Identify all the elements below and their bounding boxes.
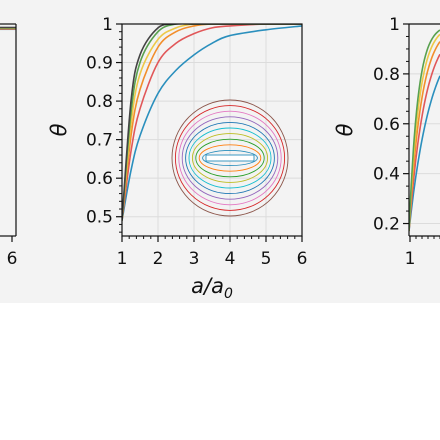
middle-x-tick-label-0: 1 [117,249,128,269]
middle-grid [121,23,303,236]
middle-series-line-1 [122,24,302,221]
x-axis-label-main: a/a [191,274,224,298]
inset-slit [205,154,255,162]
middle-ticks: 1 2 3 4 5 6 0.5 0.6 0.7 0.8 0.9 1 [86,15,307,269]
inset-contour-2 [178,110,282,206]
right-y-tick-label-0: 0.2 [373,215,400,235]
right-series-line-1 [409,53,440,232]
middle-series-line-4 [122,24,302,221]
right-grid [409,23,440,225]
inset-contour-5 [188,127,272,189]
inset-diagram [171,99,289,217]
middle-y-tick-label-3: 0.8 [86,92,113,112]
inset-contour-9 [202,149,258,167]
middle-series-group [122,24,302,221]
middle-series-line-2 [122,24,302,221]
middle-x-tick-label-2: 3 [189,249,200,269]
figure-svg: 6 1 2 3 4 5 60.50.60.70.80.91 θ a/a0 0.20.40.… [0,15,440,302]
inset-contour-7 [195,138,265,178]
middle-y-tick-label-1: 0.6 [86,169,113,189]
right-ticks: 0.2 0.4 0.6 0.8 1 1 [373,15,440,269]
left-series-group [0,26,16,31]
right-series-line-2 [409,41,440,232]
middle-y-tick-label-4: 0.9 [86,54,113,74]
figure: 6 1 2 3 4 5 6 0.5 0.6 0.7 0.8 0.9 1 θ a/a0 0.2 0.4 0.… [0,0,440,303]
inset-contour-0 [171,99,289,217]
middle-x-tick-label-4: 5 [261,249,272,269]
middle-x-tick-label-1: 2 [153,249,164,269]
middle-x-axis-label: a/a0 [191,274,233,302]
middle-y-tick-label-5: 1 [102,15,113,35]
inset-contour-4 [185,121,275,195]
middle-frame [121,23,303,237]
middle-series-line-0 [122,25,302,221]
inset-contour-3 [181,116,279,200]
inset-contour-6 [191,133,269,183]
right-x-tick-label: 1 [405,249,416,269]
right-y-tick-label-1: 0.4 [373,165,400,185]
right-y-tick-label-3: 0.8 [373,65,400,85]
middle-x-tick-label-5: 6 [297,249,308,269]
right-y-tick-label-2: 0.6 [373,115,400,135]
right-series-group [409,29,440,232]
inset-contour-8 [198,144,262,172]
left-x-tick-label: 6 [7,249,18,269]
right-y-tick-label-4: 1 [389,15,400,35]
left-panel: 6 [0,23,18,269]
inset-contour-1 [174,105,286,211]
middle-series-line-5 [122,24,302,221]
x-axis-label-subscript: 0 [224,286,233,302]
right-y-axis-label: θ [333,123,357,136]
middle-x-tick-label-3: 4 [225,249,236,269]
middle-y-axis-label: θ [47,123,71,136]
middle-y-tick-label-0: 0.5 [86,208,113,228]
right-series-line-0 [409,75,440,232]
right-panel: 0.2 0.4 0.6 0.8 1 1 θ [333,15,440,269]
middle-panel: 1 2 3 4 5 6 0.5 0.6 0.7 0.8 0.9 1 θ a/a0 [47,15,307,302]
middle-y-tick-label-2: 0.7 [86,131,113,151]
right-series-line-4 [409,29,440,232]
middle-series-line-3 [122,24,302,221]
